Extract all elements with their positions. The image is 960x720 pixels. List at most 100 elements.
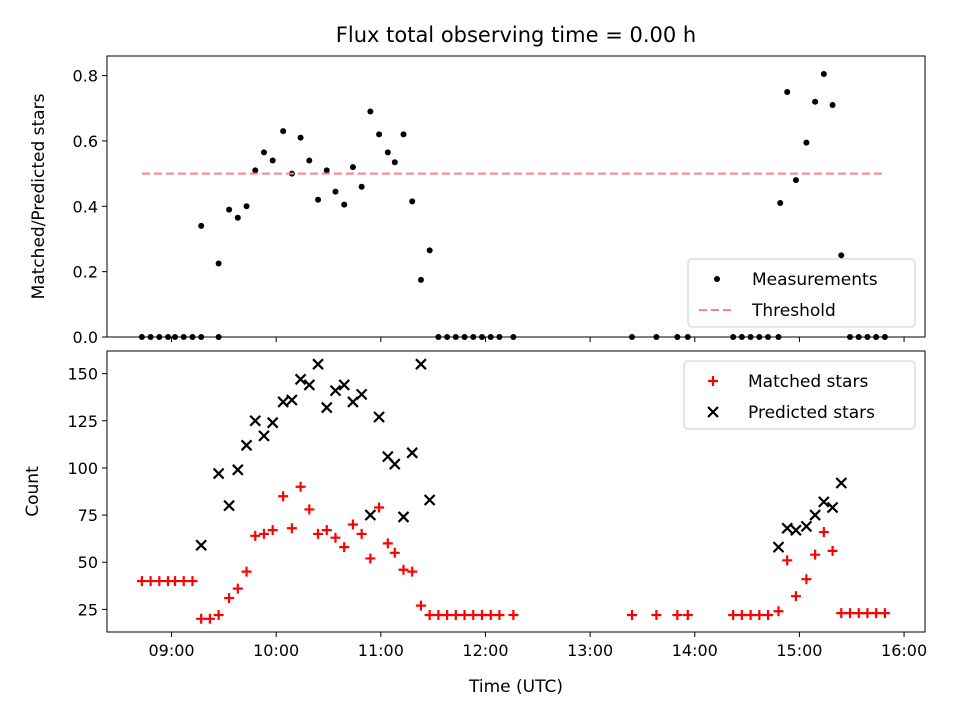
measurement-point bbox=[376, 131, 383, 138]
x-tick-label: 09:00 bbox=[148, 641, 194, 660]
matched-star-point bbox=[745, 610, 756, 621]
predicted-star-point bbox=[818, 496, 830, 508]
measurement-point bbox=[226, 206, 233, 213]
predicted-star-point bbox=[329, 384, 342, 397]
measurement-point bbox=[358, 183, 365, 190]
axes-frame bbox=[106, 350, 926, 633]
measurement-point bbox=[400, 131, 407, 138]
predicted-star-point bbox=[258, 430, 270, 442]
matched-star-point bbox=[508, 610, 519, 621]
matched-star-point bbox=[728, 610, 739, 621]
matched-star-point bbox=[313, 528, 324, 539]
measurement-point bbox=[252, 167, 259, 174]
matched-star-point bbox=[224, 593, 235, 604]
x-tick-label: 10:00 bbox=[253, 641, 299, 660]
matched-star-point bbox=[330, 532, 341, 543]
matched-star-point bbox=[862, 608, 873, 619]
x-tick-label: 12:00 bbox=[462, 641, 508, 660]
x-tick-label: 11:00 bbox=[358, 641, 404, 660]
matched-star-point bbox=[136, 576, 147, 587]
matched-star-point bbox=[339, 542, 350, 553]
predicted-star-point bbox=[240, 439, 253, 452]
matched-star-point bbox=[626, 610, 637, 621]
predicted-star-point bbox=[397, 511, 410, 523]
predicted-star-point bbox=[790, 524, 802, 536]
measurement-point bbox=[243, 203, 250, 210]
predicted-star-point bbox=[364, 509, 377, 521]
matched-star-point bbox=[178, 576, 189, 587]
matched-star-point bbox=[382, 538, 393, 549]
measurement-point bbox=[803, 139, 810, 146]
measurement-point bbox=[829, 102, 836, 109]
predicted-star-point bbox=[223, 499, 235, 512]
x-tick-label: 13:00 bbox=[567, 641, 613, 660]
matched-star-point bbox=[347, 519, 358, 530]
legend-box bbox=[683, 360, 916, 430]
predicted-star-point bbox=[338, 379, 350, 391]
legend-label: Matched stars bbox=[748, 372, 868, 392]
matched-star-point bbox=[267, 525, 278, 536]
predicted-star-point bbox=[781, 522, 793, 535]
legend-marker bbox=[707, 406, 719, 418]
predicted-star-point bbox=[415, 358, 427, 370]
predicted-star-point bbox=[232, 464, 244, 476]
matched-star-point bbox=[494, 610, 505, 621]
matched-star-point bbox=[801, 574, 812, 585]
matched-star-point bbox=[682, 610, 693, 621]
legend-marker bbox=[708, 376, 718, 386]
x-tick-label: 14:00 bbox=[672, 641, 718, 660]
matched-star-point bbox=[827, 545, 838, 556]
matched-star-point bbox=[304, 504, 315, 515]
predicted-star-point bbox=[277, 396, 289, 408]
measurement-point bbox=[784, 88, 791, 95]
matched-star-point bbox=[232, 583, 243, 594]
measurement-point bbox=[306, 157, 313, 164]
legend-label: Threshold bbox=[751, 301, 836, 321]
matched-star-point bbox=[213, 610, 224, 621]
matched-star-point bbox=[468, 610, 479, 621]
measurement-point bbox=[260, 149, 267, 156]
y-tick-label: 0.0 bbox=[73, 328, 98, 347]
y-axis-label: Count bbox=[23, 466, 43, 517]
y-tick-label: 75 bbox=[78, 506, 98, 525]
matched-star-point bbox=[196, 613, 207, 624]
matched-star-point bbox=[187, 576, 198, 587]
x-tick-label: 16:00 bbox=[881, 641, 927, 660]
predicted-star-point bbox=[249, 415, 262, 427]
x-axis-label: Time (UTC) bbox=[468, 677, 563, 697]
matched-star-point bbox=[424, 610, 435, 621]
matched-star-point bbox=[790, 591, 801, 602]
measurement-point bbox=[297, 134, 304, 141]
matched-star-point bbox=[250, 530, 261, 541]
measurement-point bbox=[234, 214, 241, 221]
matched-star-point bbox=[485, 610, 496, 621]
y-tick-label: 0.6 bbox=[73, 132, 98, 151]
measurement-point bbox=[323, 167, 330, 174]
measurement-point bbox=[341, 201, 348, 208]
matched-star-point bbox=[450, 610, 461, 621]
matched-star-point bbox=[204, 613, 215, 624]
y-axis-label: Matched/Predicted stars bbox=[29, 93, 49, 299]
matched-star-point bbox=[278, 491, 289, 502]
measurement-point bbox=[315, 196, 322, 203]
matched-star-point bbox=[853, 608, 864, 619]
predicted-star-point bbox=[286, 394, 298, 406]
measurement-point bbox=[838, 252, 845, 259]
matched-star-point bbox=[286, 523, 297, 534]
matched-star-point bbox=[871, 608, 882, 619]
predicted-star-point bbox=[800, 520, 813, 533]
measurement-point bbox=[349, 164, 356, 171]
predicted-star-point bbox=[835, 477, 848, 489]
y-tick-label: 25 bbox=[78, 600, 98, 619]
y-tick-label: 100 bbox=[67, 459, 98, 478]
axes-frame bbox=[106, 55, 926, 338]
measurement-point bbox=[280, 128, 287, 135]
ratio-panel: 0.0 0.2 0.4 0.6 0.8 Matched/Predicted stars Me… bbox=[29, 55, 926, 347]
matched-star-point bbox=[374, 502, 385, 513]
legend-marker bbox=[714, 276, 720, 282]
predicted-star-point bbox=[772, 541, 785, 553]
matched-star-point bbox=[818, 527, 829, 538]
predicted-star-point bbox=[423, 494, 436, 506]
y-tick-label: 50 bbox=[78, 553, 98, 572]
